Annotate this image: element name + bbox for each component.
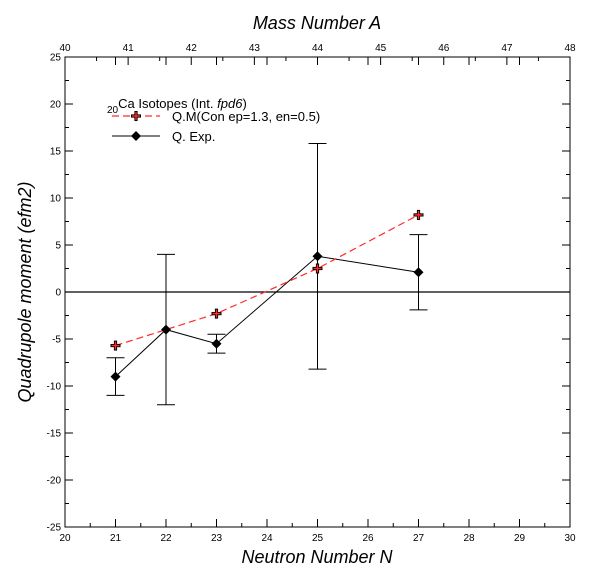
axis-tick-labels: 20 21 22 23 24 25 26 27 28 29 30 40 41 42 43 44 45 46 47 48… <box>47 43 576 544</box>
x-tick-label: 22 <box>160 533 172 544</box>
y-tick-label: 15 <box>50 147 62 158</box>
y-tick-label: 10 <box>50 194 62 205</box>
y-tick-label: 25 <box>50 53 62 64</box>
legend-marker-calc <box>131 111 141 121</box>
x-tick-label: 24 <box>261 533 273 544</box>
legend-title-italic: fpd6 <box>217 96 243 111</box>
x-tick-label: 28 <box>463 533 475 544</box>
x-tick-label: 27 <box>413 533 425 544</box>
y-tick-label: 5 <box>55 241 61 252</box>
y-axis-title: Quadrupole moment (efm2) <box>15 181 35 402</box>
y-tick-label: -10 <box>47 382 62 393</box>
y-tick-label: -5 <box>52 335 61 346</box>
x2-tick-label: 45 <box>375 43 387 54</box>
axis-ticks <box>64 56 571 528</box>
x2-tick-label: 46 <box>438 43 450 54</box>
series-exp-line <box>115 255 419 377</box>
x2-tick-label: 44 <box>312 43 324 54</box>
x2-tick-label: 43 <box>249 43 261 54</box>
x2-tick-label: 40 <box>59 43 71 54</box>
legend-label-calc: Q.M(Con ep=1.3, en=0.5) <box>172 109 320 124</box>
x2-tick-label: 48 <box>564 43 576 54</box>
x-tick-label: 21 <box>110 533 122 544</box>
y-tick-label: 0 <box>55 288 61 299</box>
x-tick-label: 25 <box>312 533 324 544</box>
legend-marker-exp <box>131 131 141 141</box>
series-calc-line <box>115 214 419 347</box>
x-tick-label: 29 <box>514 533 526 544</box>
y-tick-label: 20 <box>50 100 62 111</box>
legend: Q.M(Con ep=1.3, en=0.5) Q. Exp. <box>112 109 320 144</box>
point-calc <box>413 209 424 220</box>
top-axis-title: Mass Number A <box>253 13 381 33</box>
point-exp <box>413 267 424 278</box>
point-calc <box>110 340 121 351</box>
legend-title-subscript: 20 <box>107 105 119 116</box>
legend-title-suffix: ) <box>242 96 246 111</box>
x-tick-label: 20 <box>59 533 71 544</box>
y-tick-label: -20 <box>47 476 62 487</box>
y-tick-label: -25 <box>47 523 62 534</box>
legend-title: 20Ca Isotopes (Int. fpd6) <box>107 96 247 116</box>
x-tick-label: 26 <box>362 533 374 544</box>
point-calc <box>312 263 323 274</box>
point-exp <box>312 251 323 262</box>
y-tick-label: -15 <box>47 429 62 440</box>
x-axis-title: Neutron Number N <box>241 547 393 567</box>
x2-tick-label: 41 <box>123 43 135 54</box>
x2-tick-label: 42 <box>186 43 198 54</box>
x-tick-label: 23 <box>211 533 223 544</box>
x-tick-label: 30 <box>564 533 576 544</box>
legend-title-main: Ca Isotopes (Int. <box>118 96 217 111</box>
point-exp <box>110 371 121 382</box>
point-exp <box>161 324 171 335</box>
legend-label-exp: Q. Exp. <box>172 129 215 144</box>
point-exp <box>211 338 222 349</box>
point-calc <box>211 308 222 319</box>
series-layer <box>106 142 428 406</box>
x2-tick-label: 47 <box>501 43 513 54</box>
